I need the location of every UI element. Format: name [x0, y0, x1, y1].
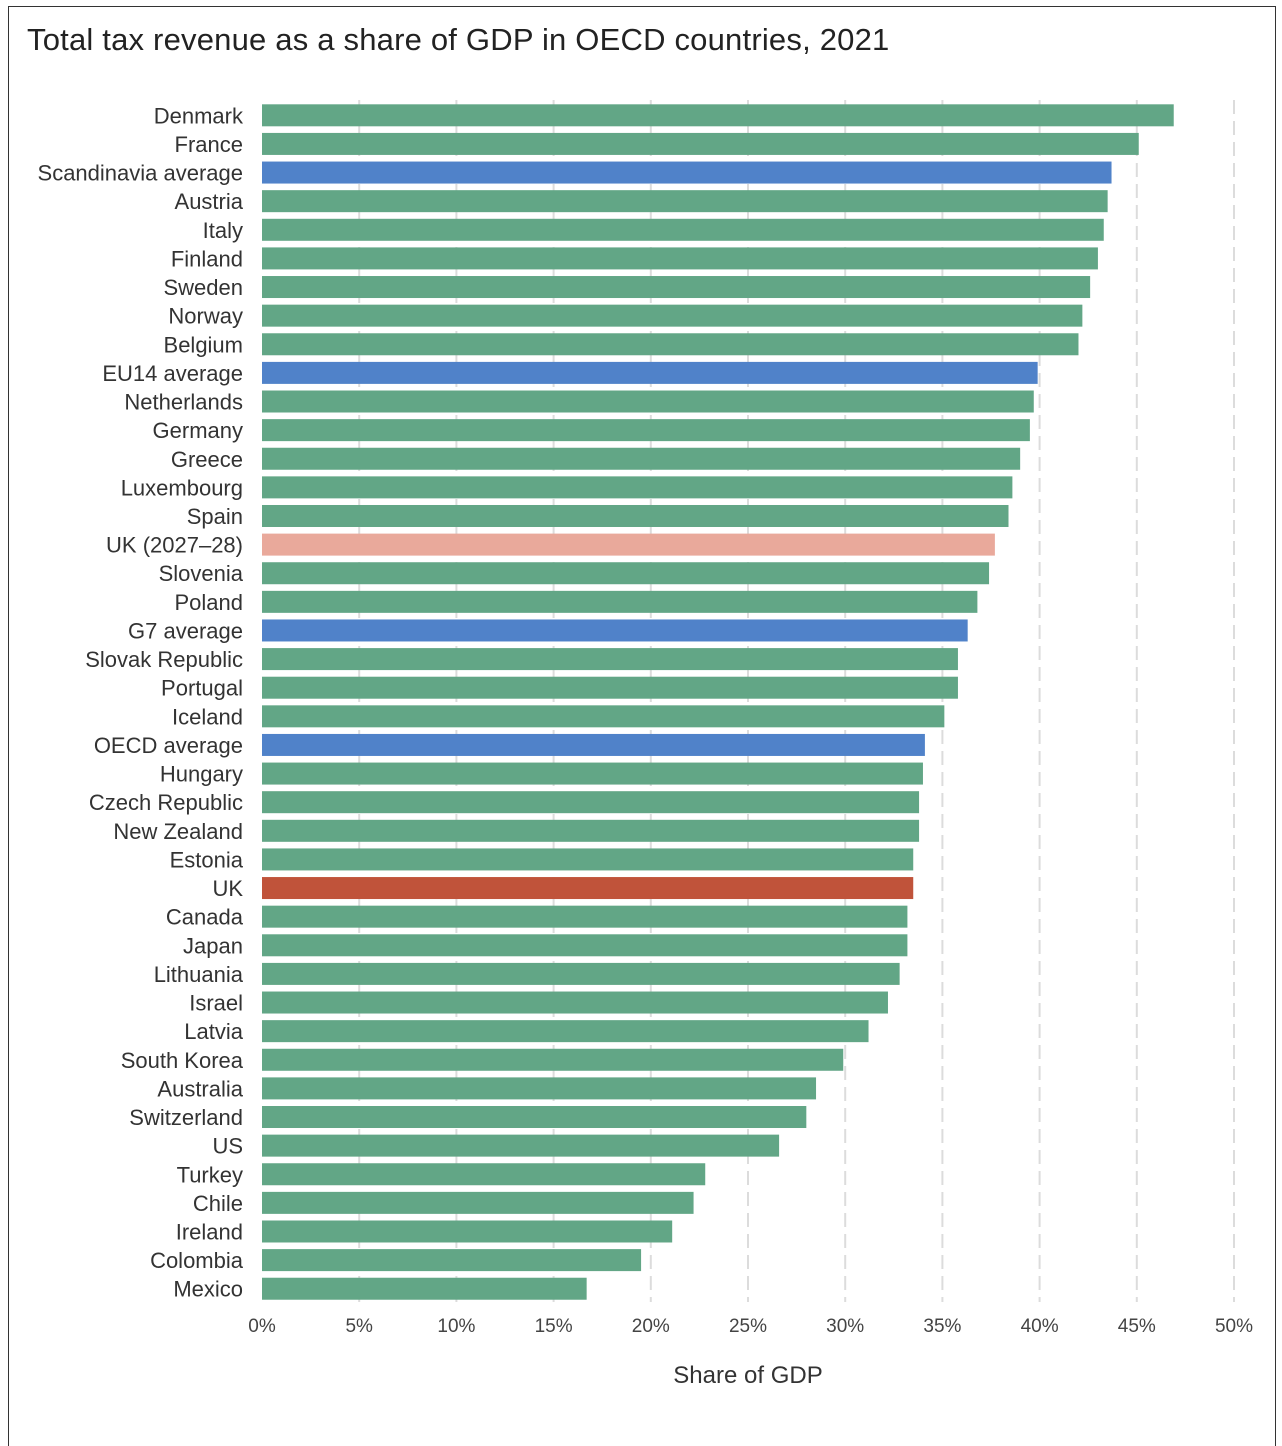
bar-slovak-republic: [262, 648, 958, 671]
category-label-slovenia: Slovenia: [159, 561, 244, 586]
category-label-australia: Australia: [157, 1076, 243, 1101]
bar-greece: [262, 447, 1021, 470]
category-label-netherlands: Netherlands: [124, 390, 243, 415]
bar-czech-republic: [262, 791, 920, 814]
category-label-us: US: [212, 1134, 243, 1159]
x-tick-label-50: 50%: [1215, 1316, 1253, 1337]
category-label-scandinavia-average: Scandinavia average: [38, 161, 243, 186]
bar-new-zealand: [262, 819, 920, 842]
bar-norway: [262, 304, 1083, 327]
category-label-uk-2027-28: UK (2027–28): [106, 533, 243, 558]
chart-title: Total tax revenue as a share of GDP in O…: [27, 22, 890, 57]
bar-denmark: [262, 104, 1174, 127]
bar-spain: [262, 504, 1009, 527]
category-label-finland: Finland: [171, 246, 243, 271]
bar-oecd-average: [262, 733, 925, 756]
x-tick-label-35: 35%: [923, 1316, 961, 1337]
category-label-estonia: Estonia: [170, 847, 244, 872]
bar-mexico: [262, 1277, 587, 1300]
bar-chile: [262, 1191, 694, 1214]
category-label-israel: Israel: [189, 991, 243, 1016]
category-label-france: France: [175, 132, 243, 157]
bar-lithuania: [262, 962, 900, 985]
bar-netherlands: [262, 390, 1034, 413]
bar-turkey: [262, 1163, 706, 1186]
x-tick-label-25: 25%: [729, 1316, 767, 1337]
bar-france: [262, 132, 1139, 155]
x-tick-label-30: 30%: [826, 1316, 864, 1337]
bar-poland: [262, 590, 978, 613]
x-tick-label-5: 5%: [345, 1316, 373, 1337]
bar-luxembourg: [262, 476, 1013, 499]
category-label-norway: Norway: [168, 304, 243, 329]
bar-israel: [262, 991, 888, 1014]
category-label-czech-republic: Czech Republic: [89, 790, 243, 815]
bar-belgium: [262, 333, 1079, 356]
x-axis-title: Share of GDP: [673, 1362, 822, 1389]
bar-canada: [262, 905, 908, 928]
category-label-ireland: Ireland: [176, 1219, 243, 1244]
category-label-greece: Greece: [171, 447, 243, 472]
bar-us: [262, 1134, 780, 1157]
bar-south-korea: [262, 1048, 844, 1071]
bar-eu14-average: [262, 361, 1038, 384]
category-label-g7-average: G7 average: [128, 618, 243, 643]
bar-sweden: [262, 276, 1091, 299]
category-label-eu14-average: EU14 average: [102, 361, 243, 386]
x-tick-label-0: 0%: [248, 1316, 276, 1337]
bar-japan: [262, 934, 908, 957]
bar-hungary: [262, 762, 923, 785]
category-label-lithuania: Lithuania: [154, 962, 244, 987]
bar-australia: [262, 1077, 817, 1100]
bar-finland: [262, 247, 1098, 270]
category-label-hungary: Hungary: [160, 762, 243, 787]
bar-estonia: [262, 848, 914, 871]
category-label-turkey: Turkey: [177, 1162, 243, 1187]
category-label-portugal: Portugal: [161, 676, 243, 701]
category-label-spain: Spain: [187, 504, 243, 529]
x-tick-label-40: 40%: [1021, 1316, 1059, 1337]
category-label-oecd-average: OECD average: [94, 733, 243, 758]
category-label-austria: Austria: [175, 189, 244, 214]
category-label-germany: Germany: [153, 418, 243, 443]
category-label-latvia: Latvia: [184, 1019, 243, 1044]
category-label-uk: UK: [212, 876, 243, 901]
category-label-luxembourg: Luxembourg: [121, 475, 243, 500]
category-label-chile: Chile: [193, 1191, 243, 1216]
bar-iceland: [262, 705, 945, 728]
bar-germany: [262, 419, 1030, 442]
category-label-belgium: Belgium: [164, 332, 243, 357]
x-tick-label-20: 20%: [632, 1316, 670, 1337]
bar-portugal: [262, 676, 958, 699]
bar-italy: [262, 218, 1104, 241]
category-label-italy: Italy: [203, 218, 243, 243]
bar-uk-2027-28: [262, 533, 995, 556]
category-label-south-korea: South Korea: [121, 1048, 244, 1073]
category-label-canada: Canada: [166, 905, 244, 930]
category-label-iceland: Iceland: [172, 704, 243, 729]
category-label-colombia: Colombia: [150, 1248, 244, 1273]
bar-scandinavia-average: [262, 161, 1112, 184]
category-label-japan: Japan: [183, 933, 243, 958]
category-label-poland: Poland: [174, 590, 243, 615]
category-label-new-zealand: New Zealand: [113, 819, 243, 844]
bar-austria: [262, 190, 1108, 213]
bar-colombia: [262, 1249, 642, 1272]
x-tick-label-10: 10%: [437, 1316, 475, 1337]
x-tick-label-45: 45%: [1118, 1316, 1156, 1337]
bar-switzerland: [262, 1106, 807, 1129]
category-label-sweden: Sweden: [163, 275, 243, 300]
bar-slovenia: [262, 562, 990, 585]
category-label-slovak-republic: Slovak Republic: [85, 647, 243, 672]
bar-uk: [262, 877, 914, 900]
bar-g7-average: [262, 619, 968, 642]
category-label-denmark: Denmark: [154, 103, 244, 128]
category-label-switzerland: Switzerland: [129, 1105, 243, 1130]
category-label-mexico: Mexico: [173, 1277, 243, 1302]
bar-ireland: [262, 1220, 673, 1243]
x-tick-label-15: 15%: [535, 1316, 573, 1337]
bar-latvia: [262, 1020, 869, 1043]
